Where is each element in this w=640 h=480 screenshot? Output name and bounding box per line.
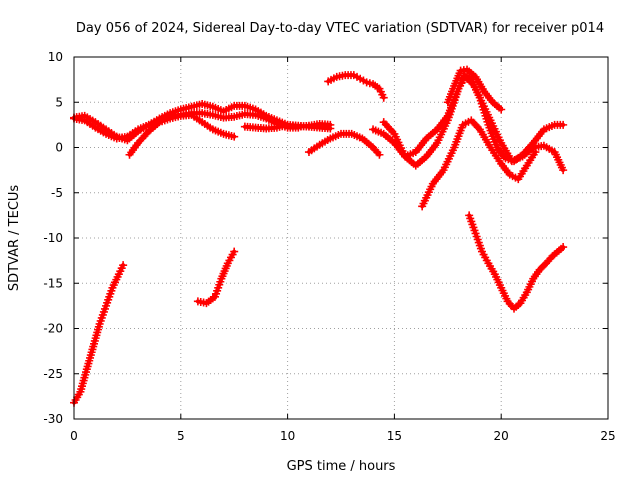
data-point — [230, 247, 239, 256]
x-axis-label: GPS time / hours — [287, 459, 396, 474]
chart-title: Day 056 of 2024, Sidereal Day-to-day VTE… — [76, 21, 604, 36]
series-seg-evening-b — [369, 72, 568, 175]
y-tick-label: -25 — [43, 367, 63, 381]
x-tick-label: 5 — [177, 429, 185, 443]
x-tick-label: 10 — [280, 429, 295, 443]
data-point — [119, 261, 128, 270]
data-point — [230, 132, 239, 141]
x-tick-label: 0 — [70, 429, 78, 443]
data-point — [379, 93, 388, 102]
y-tick-label: -15 — [43, 276, 63, 290]
axis-ticks: 0 5 10 15 20 25 -30 -25 -20 -15 -10 -5 0 5 10 — [43, 50, 615, 443]
series-seg-night-trough — [465, 211, 568, 313]
x-tick-label: 20 — [494, 429, 509, 443]
data-point — [375, 150, 384, 159]
y-tick-label: 10 — [48, 50, 63, 64]
series-seg-afternoon-dip — [304, 129, 384, 159]
x-tick-label: 15 — [387, 429, 402, 443]
series-seg-evening-d — [443, 65, 506, 114]
data-point — [326, 124, 335, 133]
grid-lines — [74, 57, 608, 419]
y-tick-label: -5 — [51, 186, 63, 200]
data-point — [497, 105, 506, 114]
y-tick-label: -10 — [43, 231, 63, 245]
series-seg-midmorning — [193, 247, 239, 308]
y-tick-label: -30 — [43, 412, 63, 426]
data-point — [559, 120, 568, 129]
series-seg-main-c — [125, 110, 239, 159]
y-axis-label: SDTVAR / TECUs — [7, 185, 22, 292]
y-tick-label: -20 — [43, 322, 63, 336]
data-point — [559, 243, 568, 252]
series-seg-high-noon — [324, 71, 388, 102]
x-tick-label: 25 — [600, 429, 615, 443]
series-seg-late-morning — [240, 120, 335, 133]
data-point — [531, 148, 540, 157]
data-point — [559, 166, 568, 175]
series-seg-evening-c — [418, 116, 540, 211]
series-seg-dawn-rise — [70, 261, 128, 407]
y-tick-label: 5 — [55, 95, 63, 109]
data-series — [70, 65, 568, 407]
y-tick-label: 0 — [55, 141, 63, 155]
